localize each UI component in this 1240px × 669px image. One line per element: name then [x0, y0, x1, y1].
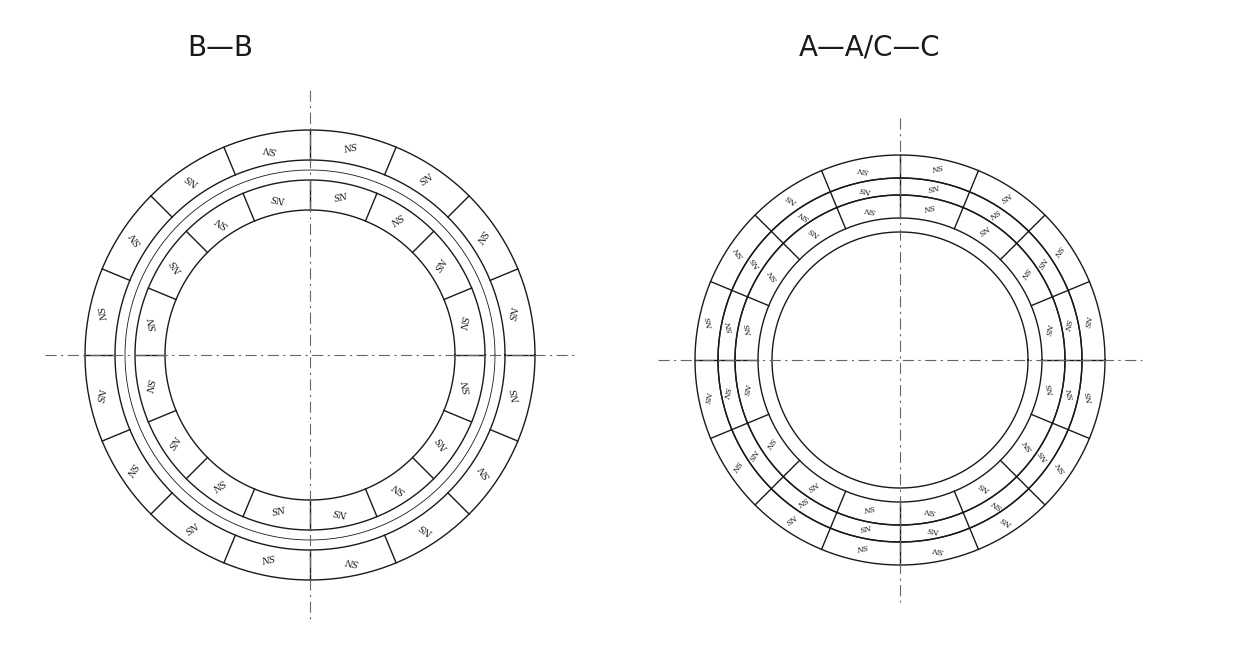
Text: SN: SN	[749, 449, 763, 464]
Text: NS: NS	[706, 316, 715, 329]
Text: NS: NS	[859, 185, 873, 195]
Text: NS: NS	[272, 192, 286, 204]
Text: NS: NS	[1065, 320, 1075, 332]
Text: SN: SN	[510, 306, 522, 322]
Text: NS: NS	[924, 204, 936, 215]
Text: NS: NS	[724, 387, 735, 401]
Text: NS: NS	[185, 173, 202, 188]
Text: NS: NS	[334, 506, 348, 518]
Text: NS: NS	[1085, 391, 1095, 404]
Text: NS: NS	[1021, 268, 1034, 282]
Text: SN: SN	[334, 192, 348, 204]
Text: NS: NS	[128, 464, 143, 480]
Text: SN: SN	[1085, 316, 1095, 329]
Text: SN: SN	[978, 225, 992, 239]
Text: SN: SN	[262, 143, 277, 155]
Text: NS: NS	[510, 388, 522, 403]
Text: SN: SN	[733, 246, 745, 260]
Text: NS: NS	[928, 525, 940, 535]
Text: NS: NS	[807, 225, 822, 239]
Text: NS: NS	[785, 193, 800, 206]
Text: SN: SN	[706, 391, 715, 404]
Text: SN: SN	[391, 480, 407, 496]
Text: NS: NS	[262, 555, 277, 567]
Text: NS: NS	[856, 545, 869, 555]
Text: SN: SN	[98, 388, 110, 403]
Text: NS: NS	[98, 306, 110, 322]
Text: SN: SN	[766, 268, 779, 282]
Text: SN: SN	[796, 209, 811, 222]
Text: SN: SN	[170, 436, 185, 452]
Text: SN: SN	[343, 555, 358, 567]
Text: SN: SN	[724, 320, 735, 332]
Text: SN: SN	[1021, 438, 1034, 452]
Text: NS: NS	[418, 522, 435, 537]
Text: NS: NS	[766, 438, 779, 452]
Text: SN: SN	[185, 522, 202, 537]
Text: NS: NS	[391, 214, 407, 229]
Text: NS: NS	[978, 481, 992, 494]
Text: SN: SN	[1001, 193, 1014, 206]
Text: NS: NS	[213, 480, 229, 496]
Text: SN: SN	[418, 173, 435, 188]
Text: SN: SN	[1045, 323, 1055, 337]
Text: SN: SN	[435, 258, 450, 274]
Text: NS: NS	[1045, 383, 1055, 397]
Text: SN: SN	[477, 464, 492, 480]
Text: SN: SN	[272, 506, 286, 518]
Text: NS: NS	[343, 143, 358, 155]
Text: NS: NS	[461, 316, 472, 332]
Text: SN: SN	[863, 204, 877, 215]
Text: NS: NS	[1054, 246, 1068, 260]
Text: SN: SN	[928, 185, 940, 195]
Text: NS: NS	[931, 165, 945, 175]
Text: NS: NS	[863, 506, 877, 516]
Text: SN: SN	[785, 514, 800, 528]
Text: NS: NS	[796, 498, 811, 511]
Text: NS: NS	[1001, 514, 1014, 528]
Text: SN: SN	[744, 383, 754, 397]
Text: NS: NS	[733, 460, 745, 475]
Text: SN: SN	[859, 525, 873, 535]
Text: SN: SN	[461, 379, 472, 394]
Text: SN: SN	[128, 230, 143, 247]
Text: SN: SN	[1065, 387, 1075, 401]
Text: SN: SN	[1054, 460, 1068, 475]
Text: SN: SN	[213, 214, 229, 229]
Text: NS: NS	[148, 379, 159, 394]
Text: SN: SN	[924, 506, 936, 516]
Text: B—B: B—B	[187, 34, 253, 62]
Text: NS: NS	[435, 436, 450, 452]
Text: NS: NS	[744, 323, 754, 337]
Text: SN: SN	[807, 481, 822, 494]
Text: NS: NS	[990, 209, 1003, 222]
Text: A—A/C—C: A—A/C—C	[800, 34, 941, 62]
Text: SN: SN	[148, 316, 159, 332]
Text: NS: NS	[170, 258, 185, 274]
Text: NS: NS	[477, 230, 492, 247]
Text: NS: NS	[749, 256, 763, 271]
Text: SN: SN	[1038, 256, 1050, 271]
Text: NS: NS	[1038, 449, 1050, 464]
Text: SN: SN	[931, 545, 945, 555]
Text: SN: SN	[990, 498, 1003, 511]
Text: SN: SN	[856, 165, 869, 175]
